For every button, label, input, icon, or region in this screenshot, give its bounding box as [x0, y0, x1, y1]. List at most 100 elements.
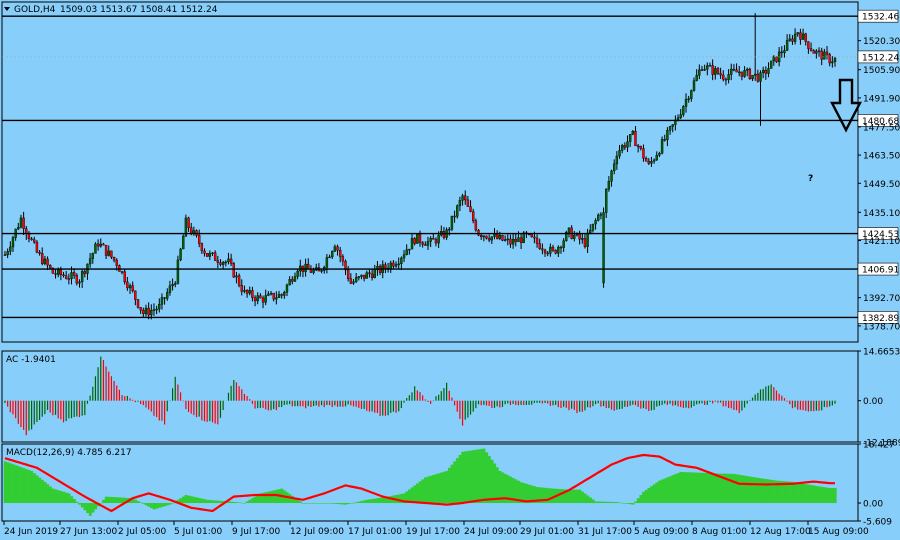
candle-body	[208, 253, 212, 257]
collapse-triangle-icon[interactable]	[4, 7, 10, 11]
candle-body	[801, 33, 805, 40]
macd-bar	[336, 503, 340, 505]
candle-body	[9, 246, 12, 252]
candle-body	[684, 98, 688, 107]
macd-bar	[365, 499, 369, 504]
candle-body	[362, 274, 366, 279]
macd-bar	[591, 499, 595, 504]
macd-bar	[439, 472, 443, 504]
macd-bar	[666, 477, 670, 504]
candle-body	[751, 74, 754, 80]
current-price-box	[857, 50, 899, 64]
candle-body	[644, 158, 648, 162]
candle-body	[251, 290, 254, 298]
ac-histogram	[4, 356, 836, 436]
candle-body	[663, 139, 666, 141]
macd-bar	[14, 465, 18, 504]
macd-bar	[543, 487, 547, 504]
candle-body	[506, 238, 509, 241]
candle-body	[620, 145, 624, 151]
macd-bar	[721, 473, 725, 504]
macd-bar	[232, 501, 236, 504]
candle-body	[107, 250, 110, 256]
macd-bar	[240, 502, 244, 504]
candle-body	[30, 238, 33, 240]
price-tick-label: 1435.10	[863, 209, 900, 219]
candle-body	[264, 295, 267, 303]
candle-body	[152, 309, 156, 311]
candle-body	[682, 106, 685, 115]
macd-bar	[200, 498, 204, 504]
macd-bar	[751, 476, 755, 504]
level-price-box	[857, 114, 899, 127]
macd-bar	[40, 479, 44, 504]
macd-tick-label: -5.609	[863, 518, 892, 528]
candle-body	[809, 48, 813, 51]
macd-bar	[168, 503, 172, 505]
macd-bar	[216, 500, 220, 504]
candle-body	[357, 276, 361, 278]
macd-bar	[51, 488, 55, 504]
candle-body	[695, 75, 698, 81]
macd-bar	[482, 448, 486, 504]
candle-body	[769, 60, 773, 69]
macd-bar	[211, 500, 215, 504]
candle-body	[341, 256, 345, 262]
macd-bar	[400, 493, 404, 504]
macd-bar	[437, 473, 441, 504]
macd-bar	[134, 499, 137, 504]
macd-bar	[514, 479, 518, 504]
macd-bar	[525, 483, 529, 504]
candle-body	[312, 269, 315, 273]
candle-body	[458, 200, 462, 207]
candle-body	[248, 290, 251, 294]
macd-bar	[785, 481, 789, 504]
time-tick-label: 12 Aug 17:00	[750, 527, 811, 537]
macd-bar	[75, 501, 79, 504]
macd-bar	[503, 473, 507, 504]
candle-body	[716, 68, 720, 74]
macd-bar	[737, 474, 741, 504]
macd-bar	[312, 503, 316, 504]
candle-body	[605, 188, 608, 213]
macd-bar	[804, 484, 808, 504]
macd-bar	[384, 497, 388, 504]
price-axis: 1532.46 1480.68 1424.53 1406.91 1382.89 1512.…	[857, 9, 900, 332]
candle-body	[522, 232, 525, 243]
macd-bar	[269, 491, 273, 504]
time-tick-label: 19 Jul 17:00	[406, 527, 460, 537]
macd-bar	[780, 481, 784, 504]
horizontal-levels[interactable]	[2, 15, 858, 319]
candle-body	[477, 229, 480, 236]
macd-bar	[732, 473, 736, 504]
candle-body	[171, 284, 174, 287]
macd-bar	[815, 485, 819, 504]
macd-bar	[743, 475, 747, 504]
macd-bar	[759, 478, 763, 504]
time-axis: 24 Jun 2019 27 Jun 13:00 2 Jul 05:00 5 Jul …	[3, 521, 869, 537]
candle-body	[519, 237, 523, 243]
candle-body	[692, 80, 696, 91]
candle-body	[240, 285, 243, 292]
candle-body	[796, 32, 799, 35]
macd-bar	[243, 503, 247, 504]
candle-body	[142, 309, 145, 315]
macd-bar	[357, 501, 361, 504]
candle-body	[72, 272, 76, 276]
macd-bar	[131, 498, 135, 504]
macd-bar	[24, 469, 28, 504]
macd-bar	[445, 470, 449, 504]
macd-bar	[11, 464, 15, 504]
candle-body	[719, 73, 722, 76]
time-tick-label: 15 Aug 09:00	[808, 527, 869, 537]
candle-body	[54, 273, 57, 275]
candle-body	[126, 281, 129, 289]
macd-bar	[264, 492, 268, 504]
candle-body	[623, 145, 627, 148]
candle-body	[753, 73, 757, 76]
macd-tick-label: 18.427	[863, 441, 895, 451]
macd-axis: 18.427 0.00 -5.609	[858, 441, 895, 528]
macd-bar	[136, 501, 140, 504]
candle-body	[216, 260, 220, 263]
macd-bar	[636, 498, 640, 504]
